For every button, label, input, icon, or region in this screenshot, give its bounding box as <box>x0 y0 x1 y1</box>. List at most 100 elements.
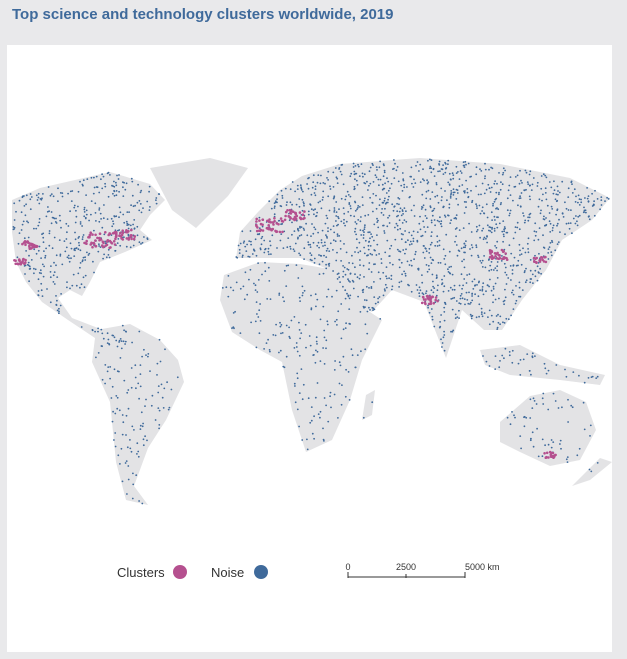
noise-point <box>430 241 433 244</box>
noise-point <box>388 214 391 217</box>
noise-point <box>526 242 529 245</box>
noise-point <box>425 190 428 193</box>
noise-point <box>127 389 130 391</box>
noise-point <box>105 256 108 259</box>
noise-point <box>507 277 510 279</box>
cluster-point <box>132 237 136 241</box>
noise-point <box>500 260 503 262</box>
noise-point <box>516 221 519 224</box>
noise-point <box>578 204 581 206</box>
noise-point <box>465 291 468 294</box>
noise-point <box>385 192 388 194</box>
cluster-point <box>549 455 553 458</box>
noise-point <box>94 212 97 214</box>
noise-point <box>443 214 446 217</box>
noise-point <box>464 303 466 306</box>
noise-point <box>146 238 149 241</box>
cluster-point <box>21 242 24 246</box>
noise-point <box>422 245 425 247</box>
noise-point <box>327 288 330 291</box>
noise-point <box>424 208 427 211</box>
noise-point <box>39 269 42 272</box>
noise-point <box>524 251 527 254</box>
noise-point <box>336 324 338 326</box>
noise-point <box>341 163 344 166</box>
noise-point <box>433 325 436 328</box>
noise-point <box>246 293 249 296</box>
noise-point <box>280 324 283 326</box>
noise-point <box>332 171 335 174</box>
noise-point <box>265 342 268 344</box>
noise-point <box>589 435 591 437</box>
noise-point <box>136 442 139 445</box>
noise-point <box>429 158 431 161</box>
noise-point <box>332 239 335 242</box>
noise-point <box>512 199 514 202</box>
noise-point <box>323 336 326 339</box>
noise-point <box>114 432 117 434</box>
cluster-point <box>114 237 117 241</box>
noise-point <box>514 231 517 234</box>
noise-point <box>350 172 353 175</box>
scale-label: 5000 km <box>465 562 500 572</box>
noise-point <box>359 220 362 223</box>
noise-point <box>37 196 40 199</box>
noise-point <box>537 238 540 241</box>
noise-point <box>559 439 562 442</box>
noise-point <box>520 447 522 450</box>
scale-label: 2500 <box>396 562 416 572</box>
noise-point <box>567 196 570 199</box>
noise-point <box>495 223 498 226</box>
noise-point <box>27 221 30 224</box>
noise-point <box>412 230 415 233</box>
noise-point <box>371 235 374 238</box>
noise-point <box>291 221 293 224</box>
noise-point <box>79 180 81 183</box>
noise-point <box>41 263 44 266</box>
north-america <box>12 172 165 350</box>
noise-point <box>372 309 374 311</box>
noise-point <box>306 438 308 441</box>
noise-point <box>441 196 443 198</box>
noise-point <box>77 248 80 251</box>
noise-point <box>347 211 350 213</box>
noise-point <box>279 321 281 324</box>
noise-point <box>249 268 252 271</box>
noise-point <box>60 226 62 229</box>
cluster-point <box>298 211 302 214</box>
noise-point <box>83 211 86 213</box>
noise-point <box>301 198 304 201</box>
noise-point <box>159 360 162 363</box>
noise-point <box>345 368 347 371</box>
noise-point <box>329 391 332 394</box>
noise-point <box>498 366 501 369</box>
noise-point <box>502 240 504 243</box>
noise-point <box>280 233 283 236</box>
noise-point <box>549 231 552 233</box>
cluster-point <box>98 238 101 242</box>
noise-point <box>539 212 542 215</box>
noise-point <box>55 254 58 257</box>
noise-point <box>138 241 141 244</box>
noise-point <box>319 360 322 362</box>
noise-point <box>402 213 404 215</box>
noise-point <box>369 309 371 311</box>
noise-point <box>555 364 558 366</box>
noise-point <box>23 265 26 267</box>
noise-point <box>501 255 503 257</box>
noise-point <box>268 349 271 351</box>
cluster-point <box>534 257 537 261</box>
noise-point <box>311 223 313 225</box>
noise-point <box>442 336 445 339</box>
noise-point <box>357 206 359 209</box>
noise-point <box>518 281 521 284</box>
noise-point <box>301 285 304 288</box>
noise-point <box>396 166 399 168</box>
noise-point <box>256 233 259 236</box>
noise-point <box>258 332 261 335</box>
noise-point <box>440 187 443 190</box>
noise-point <box>465 206 467 209</box>
noise-point <box>455 300 458 302</box>
noise-point <box>462 164 465 167</box>
